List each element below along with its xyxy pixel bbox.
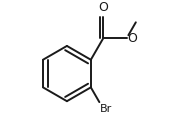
Text: O: O	[98, 2, 108, 14]
Text: Br: Br	[100, 104, 112, 114]
Text: O: O	[127, 32, 137, 45]
